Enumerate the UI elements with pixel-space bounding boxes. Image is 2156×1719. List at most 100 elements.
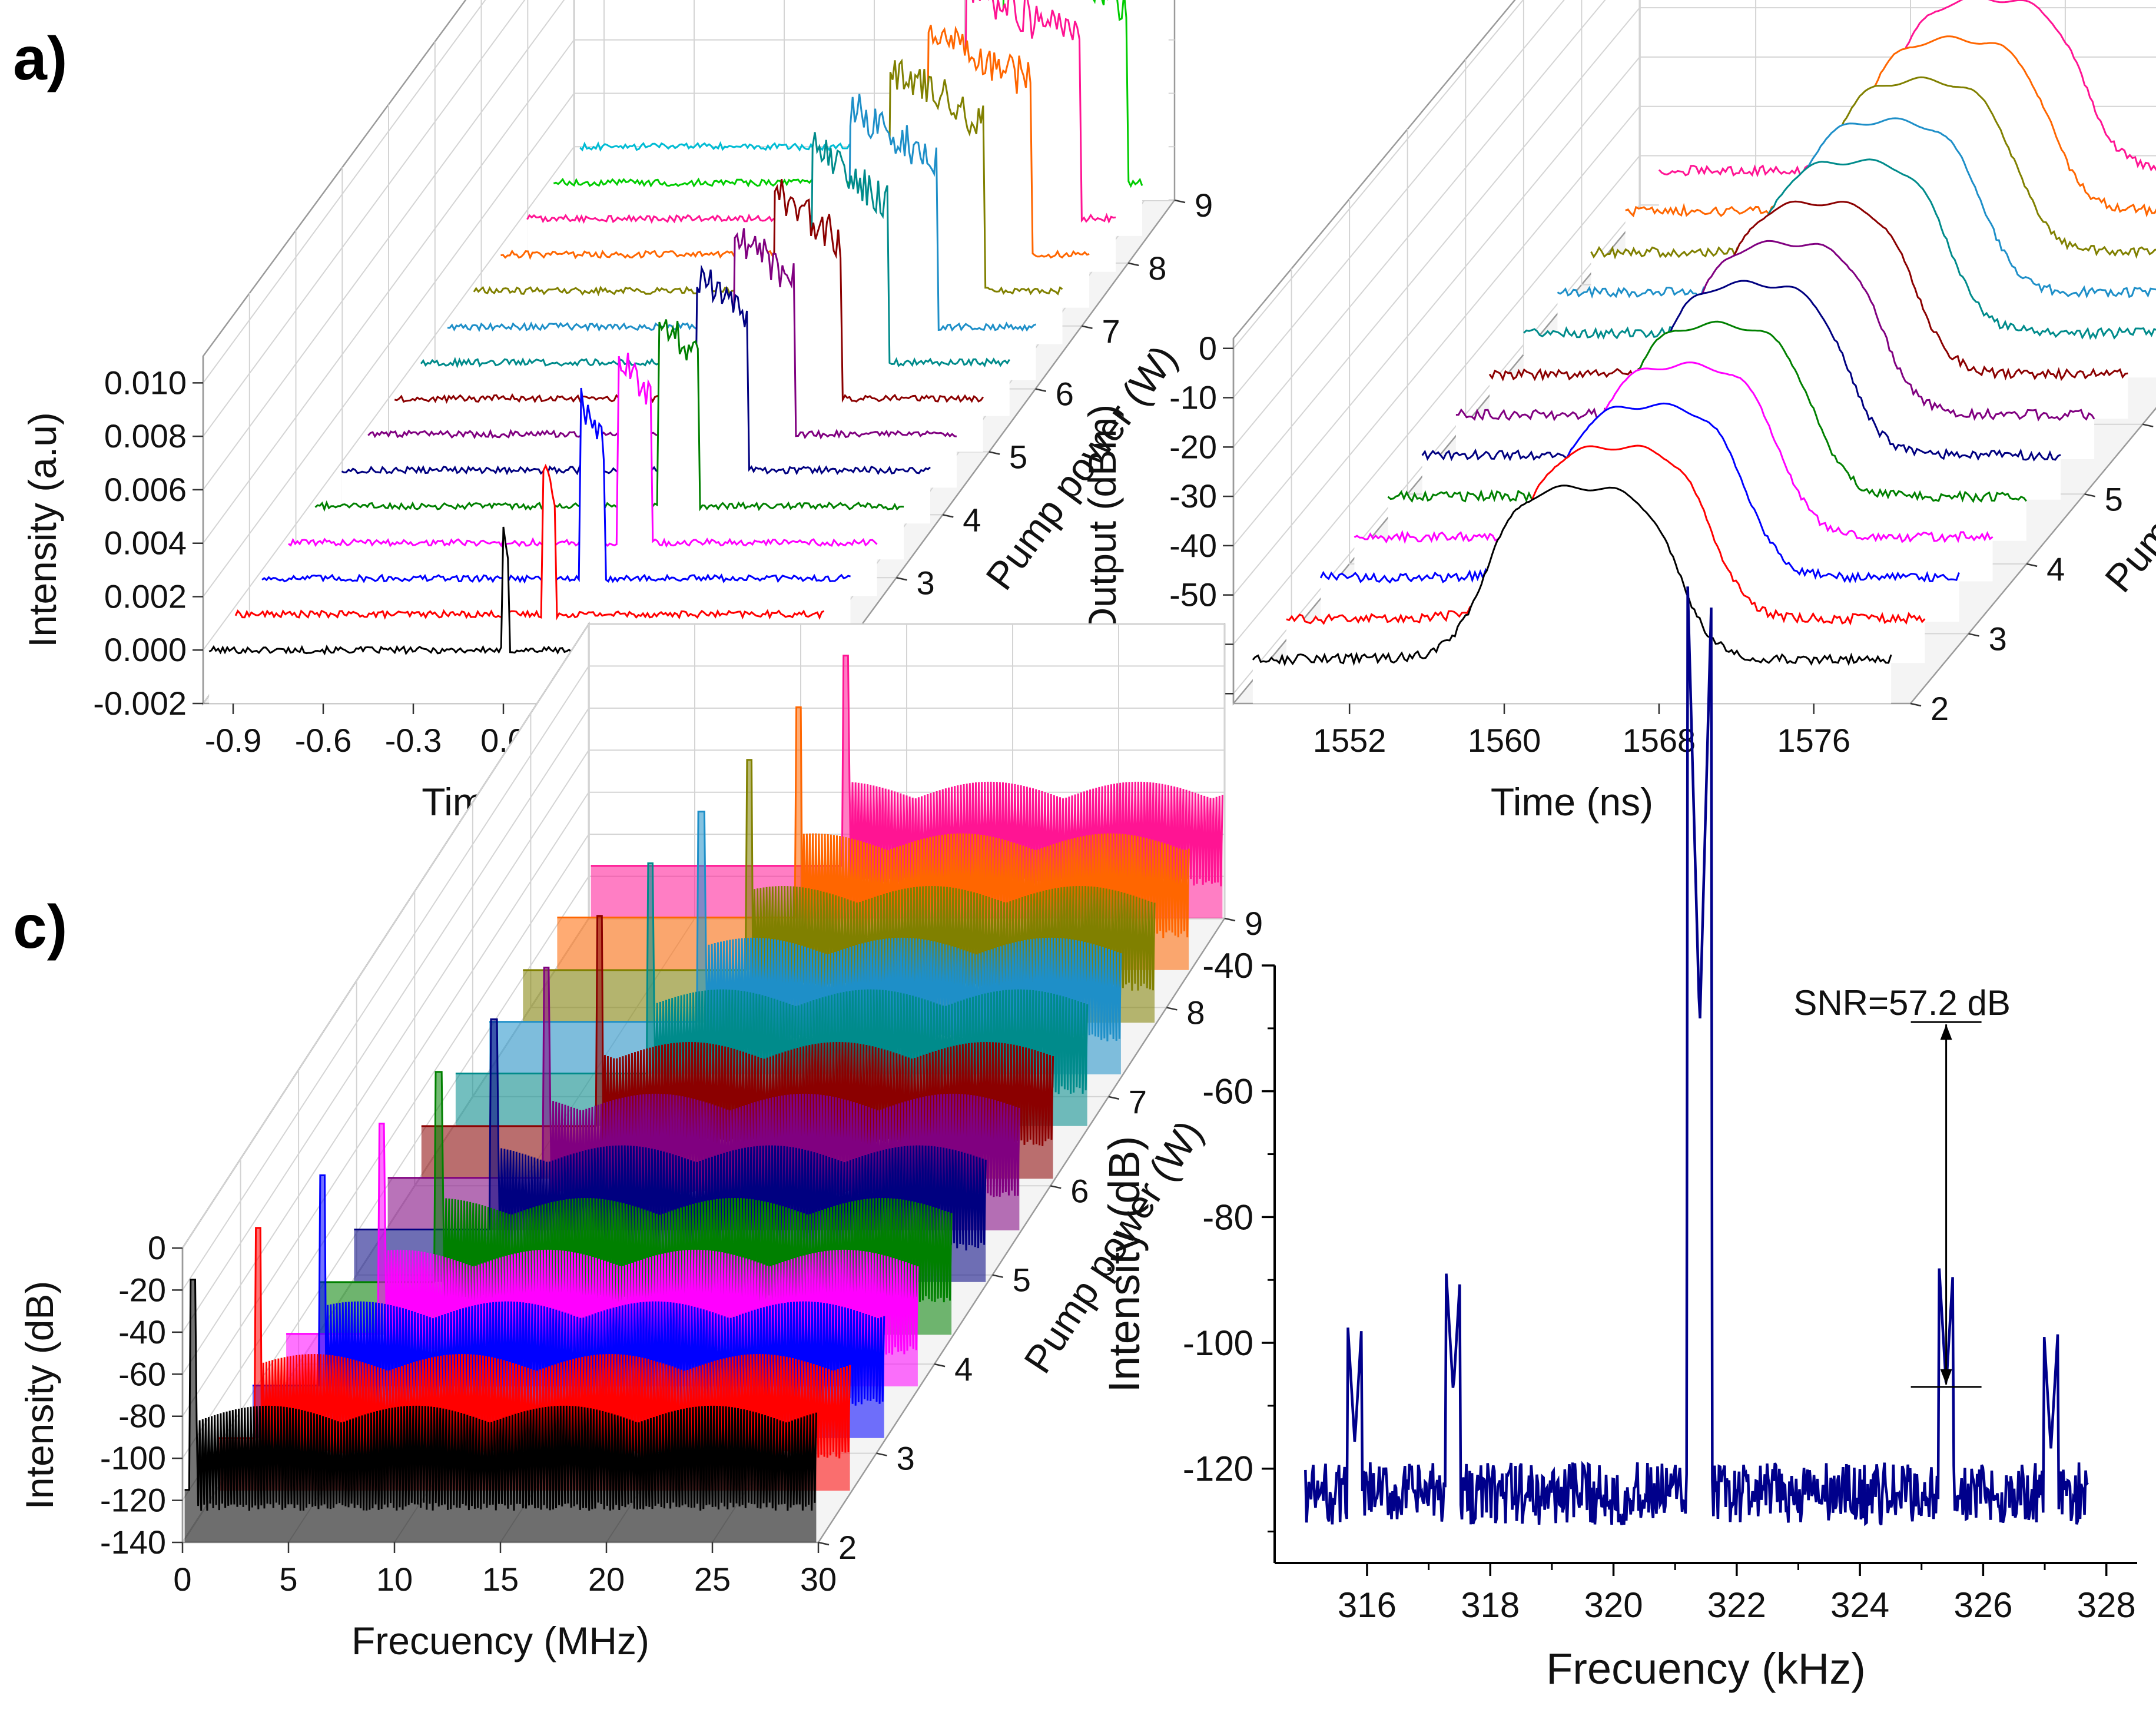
panel-c-y-tick-label-6: -20 bbox=[118, 1271, 166, 1308]
panel-a-z-tick-label-8: 9 bbox=[1195, 187, 1213, 224]
panel-c-y-tick-label-4: -60 bbox=[118, 1355, 166, 1392]
panel-a-z-tick-label-2: 3 bbox=[917, 564, 935, 601]
panel-d-x-tick-label-3: 322 bbox=[1707, 1585, 1766, 1625]
panel-a-y-tick-label-3: 0.004 bbox=[104, 525, 187, 562]
panel-b-z-tick-mark-2 bbox=[2026, 563, 2038, 568]
panel-b-y-tick-label-7: 0 bbox=[1199, 330, 1217, 367]
panel-c-x-tick-label-1: 5 bbox=[279, 1561, 297, 1598]
panel-a-x-tick-label-2: -0.3 bbox=[385, 722, 442, 759]
panel-c-z-tick-mark-1 bbox=[876, 1452, 887, 1456]
panel-c-y-tick-label-0: -140 bbox=[100, 1524, 166, 1561]
panel-c-z-tick-label-5: 7 bbox=[1129, 1083, 1147, 1120]
panel-a-y-tick-label-6: 0.010 bbox=[104, 364, 187, 401]
panel-b-z-tick-label-3: 5 bbox=[2105, 480, 2123, 517]
panel-a-grid-y-5 bbox=[203, 0, 526, 437]
panel-d-spectrum-trace bbox=[1304, 586, 2089, 1526]
panel-a-series-5 bbox=[314, 319, 904, 512]
panel-b-x-tick-label-2: 1568 bbox=[1623, 722, 1696, 759]
panel-b-x-tick-label-1: 1560 bbox=[1468, 722, 1541, 759]
panel-d-x-tick-label-6: 328 bbox=[2077, 1585, 2136, 1625]
panel-d-x-tick-label-0: 316 bbox=[1338, 1585, 1397, 1625]
panel-a-letter: a) bbox=[13, 25, 67, 93]
panel-b-series-7 bbox=[1455, 240, 2095, 422]
panel-a-y-tick-label-2: 0.002 bbox=[104, 578, 187, 615]
panel-c-z-tick-label-0: 2 bbox=[838, 1529, 857, 1566]
panel-c-y-tick-label-1: -120 bbox=[100, 1482, 166, 1519]
panel-c-y-tick-label-7: 0 bbox=[148, 1229, 166, 1266]
panel-b-z-tick-mark-3 bbox=[2084, 493, 2095, 497]
panel-b-series-4 bbox=[1354, 361, 1994, 545]
panel-c-series-1 bbox=[184, 1279, 817, 1511]
panel-d-y-tick-label-3: -100 bbox=[1183, 1323, 1253, 1363]
panel-c-series-13 bbox=[591, 655, 1223, 887]
panel-a-series-fill-2 bbox=[235, 466, 824, 668]
panel-c-series-11 bbox=[523, 759, 1156, 991]
panel-b-z-tick-label-0: 2 bbox=[1931, 690, 1949, 727]
panel-c-z-tick-mark-2 bbox=[934, 1363, 946, 1368]
panel-a-z-tick-label-7: 8 bbox=[1148, 250, 1166, 287]
panel-c-z-tick-mark-4 bbox=[1050, 1185, 1062, 1189]
panel-b-grid-y-5 bbox=[1233, 0, 1606, 447]
panel-a-z-tick-label-6: 7 bbox=[1102, 313, 1120, 350]
panel-c-x-axis-label: Frecuency (MHz) bbox=[351, 1619, 649, 1662]
panel-b-chart: 1552156015681576-70-60-50-40-30-20-10023… bbox=[1080, 0, 2156, 824]
panel-a-y-tick-label-4: 0.006 bbox=[104, 471, 187, 508]
panel-d-x-tick-label-1: 318 bbox=[1461, 1585, 1520, 1625]
panel-b-z-tick-label-1: 3 bbox=[1989, 620, 2007, 657]
panel-b-y-tick-label-2: -50 bbox=[1169, 576, 1217, 613]
panel-a-chart: -0.9-0.6-0.30.00.30.60.9-0.0020.0000.002… bbox=[21, 0, 1213, 824]
panel-b-y-axis-label: Output (dBm) bbox=[1080, 404, 1124, 638]
panel-a-series-fill-8 bbox=[394, 179, 983, 452]
panel-a-z-tick-mark-3 bbox=[942, 514, 954, 518]
panel-b-z-tick-mark-1 bbox=[1968, 633, 1979, 637]
panel-b-y-tick-label-3: -40 bbox=[1169, 527, 1217, 564]
panel-a-z-tick-label-4: 5 bbox=[1009, 439, 1027, 476]
panel-b-series-1 bbox=[1252, 484, 1892, 667]
panel-c-z-tick-label-6: 8 bbox=[1186, 994, 1205, 1031]
panel-a-y-axis-label: Intensity (a.u) bbox=[21, 412, 64, 648]
panel-d-x-tick-label-4: 324 bbox=[1830, 1585, 1889, 1625]
panel-c-letter: c) bbox=[13, 893, 67, 961]
panel-c-z-tick-label-1: 3 bbox=[897, 1440, 915, 1477]
panel-b-series-2 bbox=[1286, 444, 1926, 626]
panel-b-series-12 bbox=[1625, 35, 2156, 218]
panel-a-grid-y-6 bbox=[203, 0, 486, 383]
panel-d-y-tick-label-1: -60 bbox=[1202, 1072, 1253, 1111]
panel-b-series-fill-1 bbox=[1252, 485, 1892, 703]
panel-b-y-tick-label-4: -30 bbox=[1169, 477, 1217, 515]
panel-c-z-tick-label-2: 4 bbox=[954, 1350, 973, 1388]
panel-c-x-tick-label-2: 10 bbox=[376, 1561, 413, 1598]
panel-c-x-tick-label-3: 15 bbox=[482, 1561, 519, 1598]
panel-c-series-9 bbox=[455, 862, 1089, 1095]
panel-c-z-tick-label-3: 5 bbox=[1013, 1262, 1031, 1299]
panel-a-z-tick-mark-5 bbox=[1035, 388, 1047, 392]
panel-d-x-tick-label-5: 326 bbox=[1953, 1585, 2012, 1625]
panel-d-x-tick-label-2: 320 bbox=[1584, 1585, 1643, 1625]
panel-c-z-tick-mark-6 bbox=[1166, 1007, 1177, 1011]
panel-c-y-tick-label-2: -100 bbox=[100, 1439, 166, 1476]
panel-c-series-4 bbox=[286, 1123, 919, 1355]
panel-a-z-tick-label-5: 6 bbox=[1056, 376, 1074, 413]
panel-d-snr-arrowhead-up bbox=[1940, 1024, 1952, 1040]
panel-d-y-tick-label-4: -120 bbox=[1183, 1449, 1253, 1489]
panel-a-series-fill-9 bbox=[421, 132, 1010, 416]
panel-c-z-tick-label-7: 9 bbox=[1245, 905, 1263, 942]
panel-d-snr-arrowhead-down bbox=[1940, 1369, 1952, 1385]
panel-d-y-axis-label: Intensity (dB) bbox=[1100, 1136, 1149, 1393]
panel-a-z-tick-mark-2 bbox=[896, 577, 907, 581]
panel-b-x-axis-label: Time (ns) bbox=[1491, 780, 1653, 824]
panel-c-y-tick-label-3: -80 bbox=[118, 1398, 166, 1435]
panel-a-z-tick-mark-7 bbox=[1127, 262, 1139, 267]
panel-c-y-tick-label-5: -40 bbox=[118, 1313, 166, 1350]
panel-c-chart: 0 5 10 15 20 25 30 -140 -120 -100 -80 -60 -40 -20 0 2 3 4… bbox=[18, 621, 1263, 1662]
panel-a-y-tick-label-1: 0.000 bbox=[104, 631, 187, 668]
panel-d-y-tick-label-2: -80 bbox=[1202, 1197, 1253, 1237]
panel-d-chart: 316 318 320 322 324 326 328-40-60-80-100-120Fr… bbox=[1100, 586, 2137, 1693]
panel-b-grid-y-7 bbox=[1233, 0, 1524, 349]
panel-c-x-tick-label-5: 25 bbox=[694, 1561, 731, 1598]
panel-d-x-axis-label: Frecuency (kHz) bbox=[1546, 1644, 1866, 1693]
panel-a-z-tick-label-3: 4 bbox=[963, 501, 981, 538]
panel-c-y-axis-label: Intensity (dB) bbox=[18, 1281, 61, 1510]
panel-c-z-tick-mark-0 bbox=[818, 1541, 830, 1546]
